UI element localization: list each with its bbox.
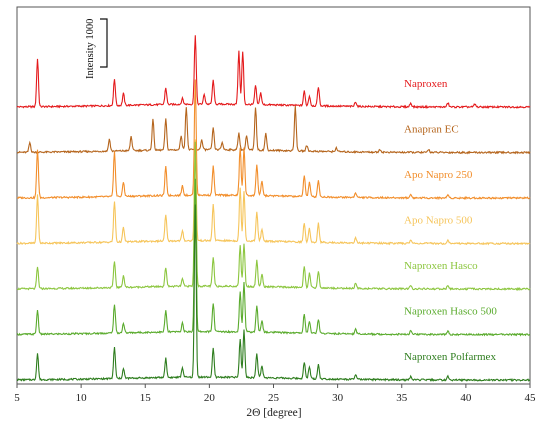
series-labels-group: Naproxen Anapran EC Apo Napro 250 Apo Napro… bbox=[404, 78, 497, 363]
series-line-naproxen-hasco-500 bbox=[16, 178, 531, 337]
series-line-apo-napro-250 bbox=[16, 79, 531, 201]
x-tick-label: 5 bbox=[14, 392, 20, 404]
series-label: Naproxen Hasco bbox=[404, 260, 478, 272]
series-label: Naproxen Hasco 500 bbox=[404, 306, 497, 318]
series-line-naproxen bbox=[16, 35, 531, 110]
x-axis-label: 2Θ [degree] bbox=[246, 407, 301, 419]
series-label: Naproxen bbox=[404, 78, 448, 90]
x-tick-label: 35 bbox=[396, 392, 408, 404]
scale-bar-line bbox=[100, 18, 108, 68]
series-line-naproxen-polfarmex bbox=[17, 204, 531, 382]
x-tick-label: 15 bbox=[140, 392, 152, 404]
intensity-scale-bar: Intensity 1000 bbox=[85, 18, 108, 79]
series-label: Anapran EC bbox=[404, 124, 459, 136]
x-tick-label: 20 bbox=[204, 392, 216, 404]
traces-group bbox=[16, 35, 531, 382]
x-tick-label: 10 bbox=[76, 392, 88, 404]
x-axis-ticks: 5 10 15 20 25 30 35 40 45 bbox=[14, 384, 536, 404]
x-tick-label: 30 bbox=[332, 392, 344, 404]
series-label: Apo Napro 250 bbox=[404, 169, 473, 181]
series-label: Apo Napro 500 bbox=[404, 215, 473, 227]
series-line-anapran-ec bbox=[16, 105, 531, 155]
series-line-naproxen-hasco bbox=[16, 141, 531, 292]
x-tick-label: 25 bbox=[268, 392, 280, 404]
scale-bar-label: Intensity 1000 bbox=[85, 19, 96, 79]
x-tick-label: 40 bbox=[460, 392, 472, 404]
series-label: Naproxen Polfarmex bbox=[404, 351, 496, 363]
series-line-apo-napro-500 bbox=[16, 139, 531, 246]
x-tick-label: 45 bbox=[525, 392, 537, 404]
